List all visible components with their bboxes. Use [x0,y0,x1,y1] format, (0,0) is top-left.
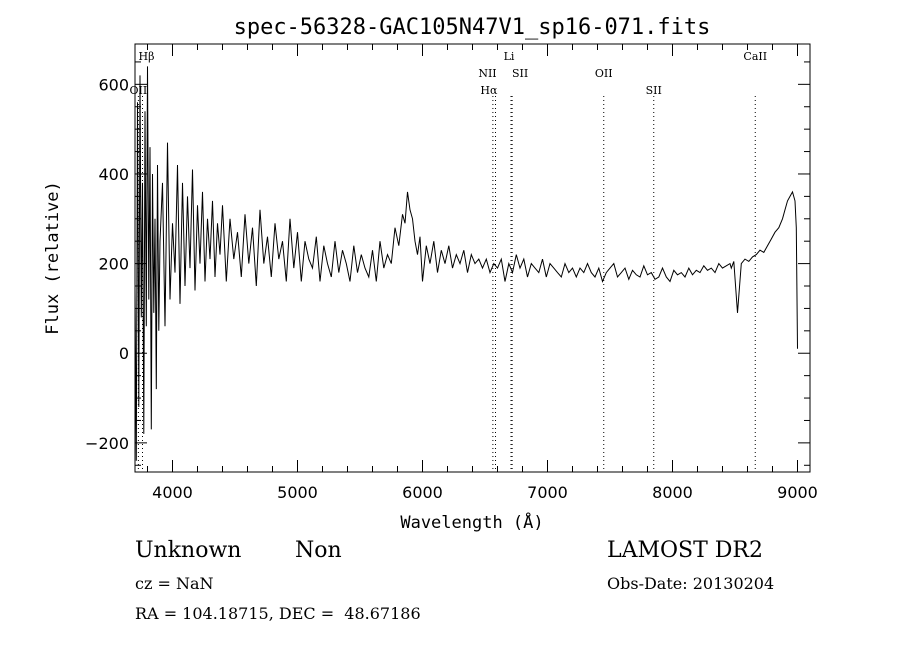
y-tick-label-2: 200 [98,255,129,274]
object-class: Unknown [135,538,242,563]
y-tick-label-1: 0 [119,344,129,363]
spectral-line-markers: Hβ OII Hα NII SII Li OII SII CaII [130,50,767,472]
line-label-4: SII [512,67,528,80]
line-label-2: Hα [480,84,498,97]
y-tick-label-3: 400 [98,165,129,184]
line-label-0: Hβ [139,50,155,63]
sky-coordinates: RA = 104.18715, DEC = 48.67186 [135,604,421,623]
object-subclass: Non [295,538,342,563]
line-label-7: SII [646,84,662,97]
observation-date: Obs-Date: 20130204 [607,574,775,593]
chart-title: spec-56328-GAC105N47V1_sp16-071.fits [234,15,711,40]
x-tick-label-3: 7000 [527,483,568,502]
survey-name: LAMOST DR2 [607,538,763,563]
spectrum-line [134,66,798,461]
line-label-8: CaII [743,50,767,63]
redshift-cz: cz = NaN [135,574,214,593]
x-tick-label-0: 4000 [152,483,193,502]
x-tick-label-5: 9000 [777,483,818,502]
x-tick-label-1: 5000 [277,483,318,502]
line-label-3: NII [478,67,496,80]
line-label-5: Li [504,50,515,63]
line-label-1: OII [130,84,148,97]
line-label-6: OII [595,67,613,80]
y-tick-labels: −200 0 200 400 600 [85,75,129,453]
x-tick-label-2: 6000 [402,483,443,502]
x-axis-label: Wavelength (Å) [400,511,543,533]
y-axis-label: Flux (relative) [43,181,63,335]
y-tick-label-0: −200 [85,434,129,453]
y-tick-label-4: 600 [98,75,129,94]
x-tick-label-4: 8000 [652,483,693,502]
x-tick-labels: 4000 5000 6000 7000 8000 9000 [152,483,818,502]
